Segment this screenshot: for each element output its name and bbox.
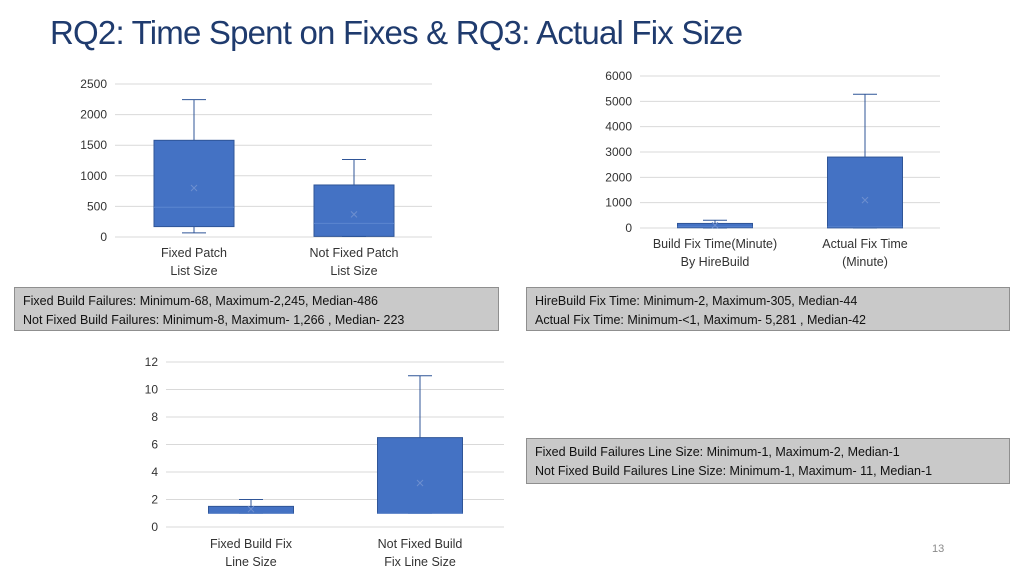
fix-time-summary: HireBuild Fix Time: Minimum-2, Maximum-3…: [526, 287, 1010, 331]
y-tick-label: 2000: [605, 170, 632, 184]
iqr-box: [827, 156, 903, 229]
fix-line-size-summary: Fixed Build Failures Line Size: Minimum-…: [526, 438, 1010, 484]
summary-line: Not Fixed Build Failures Line Size: Mini…: [535, 463, 933, 478]
page-number: 13: [932, 543, 945, 555]
y-tick-label: 1500: [80, 138, 107, 152]
x-category-label: Fix Line Size: [384, 555, 456, 569]
slide-title: RQ2: Time Spent on Fixes & RQ3: Actual F…: [50, 14, 743, 51]
summary-line: HireBuild Fix Time: Minimum-2, Maximum-3…: [535, 294, 858, 308]
x-category-label: Fixed Build Fix: [210, 537, 293, 551]
y-tick-label: 1000: [80, 169, 107, 183]
y-tick-label: 5000: [605, 94, 632, 108]
y-tick-label: 3000: [605, 145, 632, 159]
summary-line: Fixed Build Failures Line Size: Minimum-…: [535, 445, 900, 459]
x-category-label: (Minute): [842, 255, 888, 269]
y-tick-label: 6000: [605, 69, 632, 83]
y-tick-label: 0: [151, 520, 158, 534]
y-tick-label: 4000: [605, 120, 632, 134]
x-category-label: List Size: [170, 264, 217, 278]
y-tick-label: 0: [625, 221, 632, 235]
y-tick-label: 4: [151, 465, 158, 479]
x-category-label: Not Fixed Patch: [310, 246, 399, 260]
iqr-box: [153, 139, 235, 228]
y-tick-label: 2500: [80, 77, 107, 91]
x-category-label: By HireBuild: [681, 255, 750, 269]
mean-marker: [247, 505, 255, 513]
patch-list-size-summary: Fixed Build Failures: Minimum-68, Maximu…: [14, 287, 499, 331]
mean-marker: [416, 479, 424, 487]
x-category-label: Line Size: [225, 555, 276, 569]
y-tick-label: 12: [145, 355, 159, 369]
summary-line: Actual Fix Time: Minimum-<1, Maximum- 5,…: [535, 312, 867, 327]
x-category-label: Fixed Patch: [161, 246, 227, 260]
x-category-label: Not Fixed Build: [378, 537, 463, 551]
mean-marker: [711, 221, 719, 229]
y-tick-label: 500: [87, 199, 107, 213]
y-tick-label: 8: [151, 410, 158, 424]
mean-marker: [350, 211, 358, 218]
iqr-box: [313, 184, 395, 237]
y-tick-label: 2: [151, 493, 158, 507]
y-tick-label: 6: [151, 438, 158, 452]
mean-marker: [861, 196, 869, 204]
y-tick-label: 0: [100, 230, 107, 244]
x-category-label: Build Fix Time(Minute): [653, 237, 777, 251]
y-tick-label: 1000: [605, 196, 632, 210]
mean-marker: [190, 184, 198, 192]
y-tick-label: 10: [145, 383, 159, 397]
iqr-box: [377, 437, 463, 514]
summary-line: Fixed Build Failures: Minimum-68, Maximu…: [23, 294, 378, 308]
y-tick-label: 2000: [80, 108, 107, 122]
x-category-label: Actual Fix Time: [822, 237, 907, 251]
summary-line: Not Fixed Build Failures: Minimum-8, Max…: [23, 312, 405, 327]
x-category-label: List Size: [330, 264, 377, 278]
